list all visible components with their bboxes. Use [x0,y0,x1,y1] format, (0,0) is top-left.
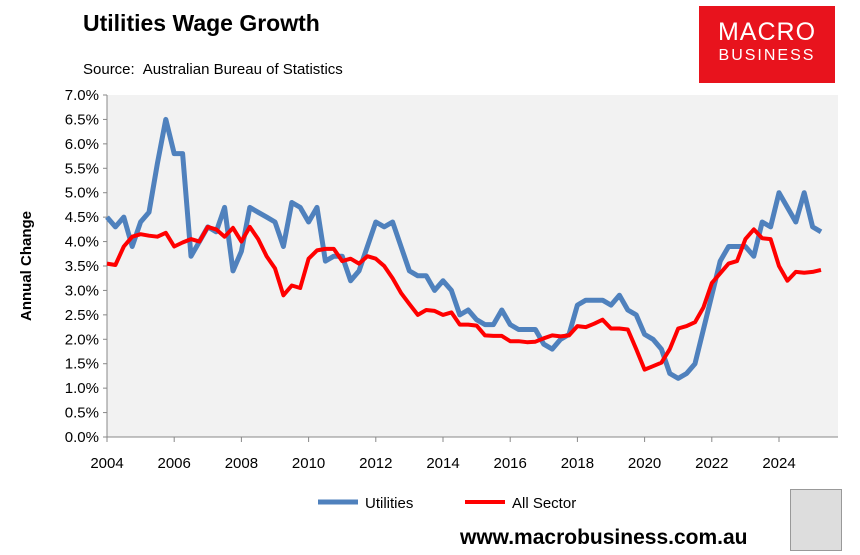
y-tick-label: 5.5% [65,160,99,177]
y-tick-label: 2.5% [65,307,99,324]
y-axis-label: Annual Change [18,211,35,321]
source-line: Source: Australian Bureau of Statistics [83,61,343,78]
source-label: Source: [83,61,135,78]
chart-title: Utilities Wage Growth [83,10,320,36]
series-line-all-sector [106,224,822,372]
wolf-logo-image [790,489,842,551]
plot-area [107,95,838,437]
x-tick-label: 2018 [561,455,594,472]
y-tick-label: 6.0% [65,136,99,153]
x-tick-label: 2016 [494,455,527,472]
source-value: Australian Bureau of Statistics [142,61,343,78]
x-tick-label: 2006 [158,455,191,472]
x-tick-label: 2020 [628,455,661,472]
x-tick-label: 2010 [292,455,325,472]
series-line-utilities [105,116,823,381]
x-tick-label: 2012 [359,455,392,472]
y-tick-label: 0.0% [65,429,99,446]
x-tick-label: 2008 [225,455,258,472]
logo-line1: MACRO [717,18,817,46]
y-tick-label: 2.0% [65,331,99,348]
y-tick-label: 1.5% [65,356,99,373]
y-tick-label: 1.0% [65,380,99,397]
y-tick-label: 3.0% [65,282,99,299]
y-tick-label: 4.5% [65,209,99,226]
x-tick-label: 2004 [90,455,123,472]
macrobusiness-logo: MACRO BUSINESS [699,6,835,83]
y-tick-label: 3.5% [65,258,99,275]
y-tick-label: 5.0% [65,185,99,202]
legend-label: All Sector [512,495,576,512]
x-tick-label: 2022 [695,455,728,472]
y-tick-label: 4.0% [65,234,99,251]
logo-line2: BUSINESS [718,47,816,64]
y-tick-label: 7.0% [65,87,99,104]
website-url: www.macrobusiness.com.au [460,526,748,549]
x-tick-label: 2014 [426,455,459,472]
y-tick-label: 6.5% [65,111,99,128]
x-tick-label: 2024 [762,455,795,472]
y-tick-label: 0.5% [65,405,99,422]
legend-label: Utilities [365,495,413,512]
